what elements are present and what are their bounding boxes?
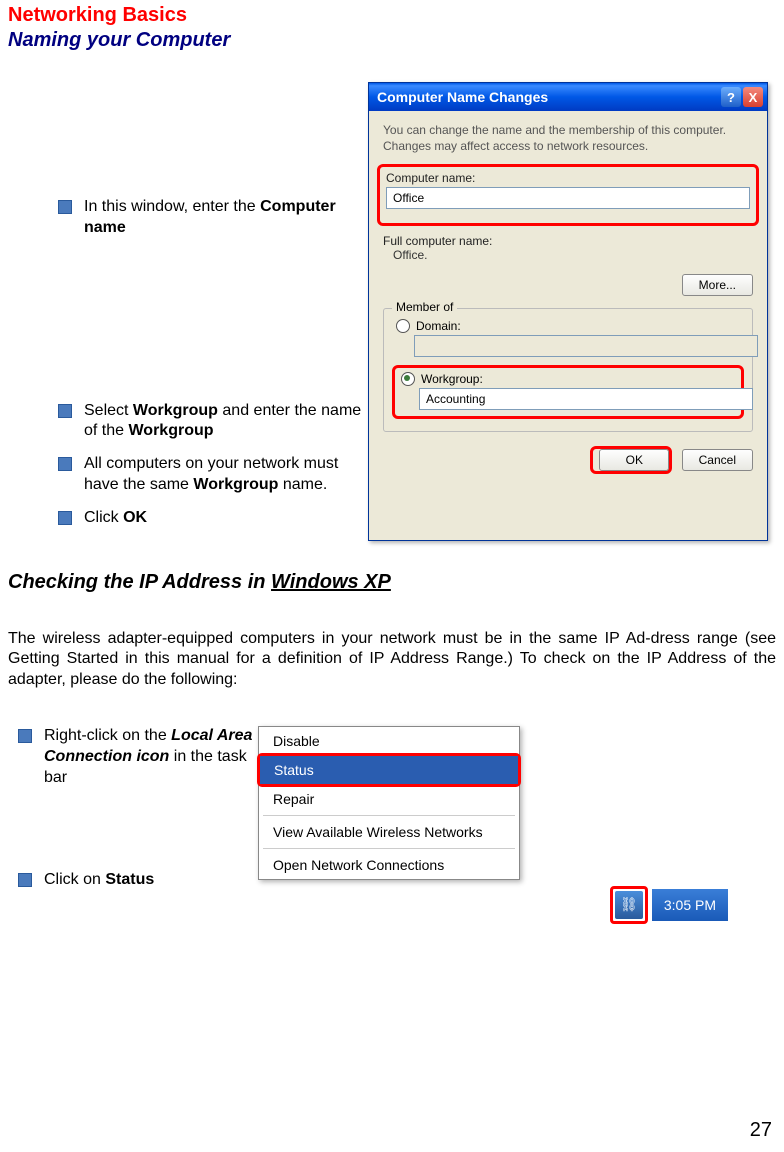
instruction-text: In this window, enter the Computer name (84, 197, 368, 239)
dialog-description: You can change the name and the membersh… (383, 123, 753, 154)
menu-item-status[interactable]: Status (260, 756, 518, 784)
help-button[interactable]: ? (721, 87, 741, 107)
bullet-icon (58, 457, 72, 471)
instruction-text: Click OK (84, 508, 147, 529)
computer-name-changes-dialog: Computer Name Changes ? X You can change… (368, 82, 768, 541)
cancel-button[interactable]: Cancel (682, 449, 753, 471)
instruction-item: Click on Status (0, 870, 258, 891)
instruction-text: All computers on your network must have … (84, 454, 368, 496)
menu-separator (263, 815, 515, 816)
bullet-icon (18, 873, 32, 887)
taskbar-clock: 3:05 PM (652, 889, 728, 921)
menu-item-disable[interactable]: Disable (259, 727, 519, 755)
menu-separator (263, 848, 515, 849)
ok-button[interactable]: OK (599, 449, 669, 471)
highlight-status: Status (257, 753, 521, 787)
groupbox-title: Member of (392, 300, 457, 314)
instruction-text: Click on Status (44, 870, 154, 891)
context-menu: Disable Status Repair View Available Wir… (258, 726, 520, 880)
workgroup-input[interactable] (419, 388, 753, 410)
dialog-titlebar: Computer Name Changes ? X (369, 83, 767, 111)
instruction-item: Right-click on the Local Area Connection… (0, 726, 258, 788)
instruction-item: Select Workgroup and enter the name of t… (8, 401, 368, 443)
bullet-icon (58, 200, 72, 214)
menu-item-open-connections[interactable]: Open Network Connections (259, 851, 519, 879)
highlight-workgroup: Workgroup: (392, 365, 744, 419)
workgroup-radio[interactable] (401, 372, 415, 386)
more-button[interactable]: More... (682, 274, 753, 296)
full-computer-name-value: Office. (393, 248, 753, 262)
member-of-groupbox: Member of Domain: Workgroup: (383, 308, 753, 432)
bullet-icon (18, 729, 32, 743)
domain-radio-row[interactable]: Domain: (396, 319, 740, 333)
bullet-icon (58, 511, 72, 525)
bullet-icon (58, 404, 72, 418)
highlight-tray-icon: ⛓ (610, 886, 648, 924)
instruction-item: All computers on your network must have … (8, 454, 368, 496)
highlight-computer-name: Computer name: (377, 164, 759, 226)
highlight-ok: OK (590, 446, 672, 474)
computer-name-label: Computer name: (386, 171, 750, 185)
instruction-text: Select Workgroup and enter the name of t… (84, 401, 368, 443)
full-computer-name-label: Full computer name: (383, 234, 753, 248)
network-tray-icon[interactable]: ⛓ (615, 891, 643, 919)
domain-label: Domain: (416, 319, 461, 333)
instruction-text: Right-click on the Local Area Connection… (44, 726, 258, 788)
workgroup-radio-row[interactable]: Workgroup: (401, 372, 735, 386)
dialog-title: Computer Name Changes (377, 89, 721, 105)
computer-name-input[interactable] (386, 187, 750, 209)
context-menu-screenshot: Disable Status Repair View Available Wir… (258, 726, 728, 924)
domain-radio[interactable] (396, 319, 410, 333)
instruction-item: Click OK (8, 508, 368, 529)
section-heading: Checking the IP Address in Windows XP (8, 571, 776, 594)
instruction-item: In this window, enter the Computer name (8, 197, 368, 239)
close-button[interactable]: X (743, 87, 763, 107)
domain-input (414, 335, 758, 357)
menu-item-repair[interactable]: Repair (259, 785, 519, 813)
page-number: 27 (750, 1119, 772, 1142)
menu-item-view-networks[interactable]: View Available Wireless Networks (259, 818, 519, 846)
workgroup-label: Workgroup: (421, 372, 483, 386)
page-title-main: Networking Basics (8, 4, 776, 27)
section-paragraph: The wireless adapter-equipped computers … (8, 629, 776, 691)
page-title-sub: Naming your Computer (8, 29, 776, 52)
